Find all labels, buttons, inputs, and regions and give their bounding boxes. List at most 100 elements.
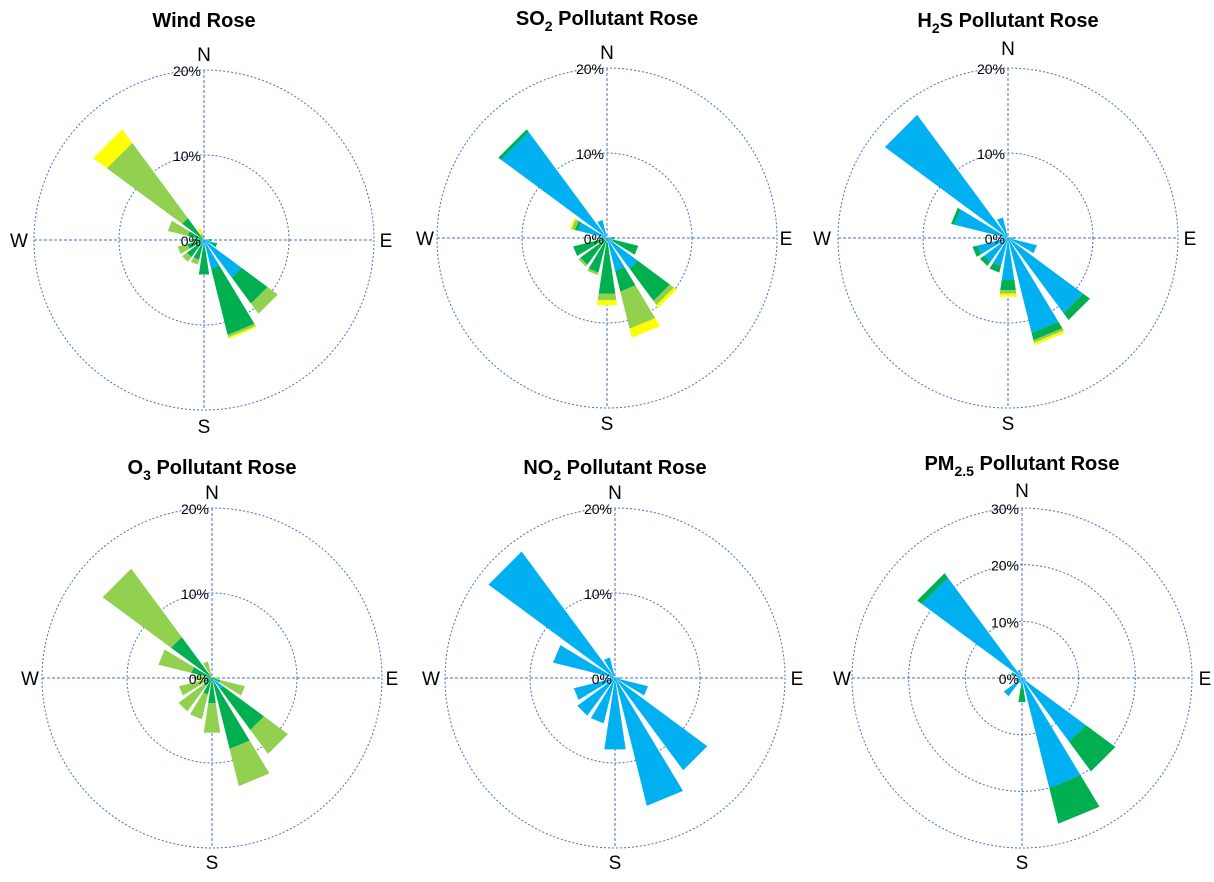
ring-label: 10%: [576, 146, 604, 162]
petal-se-light-green: [251, 287, 278, 314]
petal-wsw-dark-green: [573, 238, 605, 256]
petal-wsw-dark-green: [203, 678, 212, 683]
panel-title: PM2.5 Pollutant Rose: [924, 453, 1119, 479]
rose-panel-5: 0% 10% 20%N S W E NO2 Pollutant Rose: [422, 457, 803, 874]
compass-label-west: W: [813, 229, 831, 250]
petal-ssw-blue: [993, 238, 1008, 266]
panel-title: NO2 Pollutant Rose: [523, 457, 706, 483]
petal-ssw-light-green: [190, 257, 200, 265]
ring-label: 20%: [991, 558, 1019, 574]
petal-nw-dark-green: [917, 573, 948, 604]
compass-label-south: S: [601, 414, 614, 435]
petal-wnw-light-green: [158, 649, 194, 673]
petal-sse-blue: [1022, 678, 1081, 788]
petal-sw-blue: [984, 238, 1008, 262]
petal-wsw-blue: [573, 678, 615, 700]
petal-ese-blue: [1022, 678, 1027, 681]
ring-label: 30%: [991, 501, 1019, 517]
petal-sse-dark-green: [1031, 321, 1063, 341]
panel-title-suffix: Pollutant Rose: [561, 457, 707, 479]
panel-title-subscript: 2.5: [954, 463, 974, 479]
rose-panel-6: 0% 10% 20% 30%N S W E PM2.5 Pollutant Rose: [833, 453, 1211, 874]
petal-e-blue: [615, 677, 620, 679]
petal-nnw-blue: [597, 219, 607, 238]
compass-label-south: S: [1016, 853, 1029, 874]
petal-ese-blue: [615, 678, 648, 696]
compass-label-east: E: [780, 229, 793, 250]
petal-w-dark-green: [203, 676, 212, 680]
petal-nnw-blue: [604, 657, 615, 678]
panel-title-main: SO: [516, 8, 545, 30]
petal-e-blue: [1022, 677, 1025, 679]
petal-wsw-dark-green: [187, 240, 202, 249]
petal-ssw-light-green: [587, 268, 599, 276]
panel-title: Wind Rose: [152, 10, 255, 32]
petal-w-blue: [604, 237, 607, 239]
petal-sse-light-green: [620, 285, 656, 329]
petal-s-yellow: [596, 300, 618, 306]
petal-sse-dark-green: [1049, 775, 1100, 824]
ring-label: 0%: [584, 231, 604, 247]
compass-label-east: E: [386, 669, 399, 690]
petal-s-dark-green: [598, 243, 616, 294]
compass-label-west: W: [422, 669, 440, 690]
petal-s-dark-green: [1018, 688, 1026, 703]
panel-title-main: PM: [924, 453, 954, 475]
ring-label: 10%: [584, 586, 612, 602]
petal-sw-light-green: [178, 684, 206, 712]
ring-label: 10%: [181, 586, 209, 602]
petal-sw-dark-green: [580, 240, 605, 265]
petal-nw-dark-green: [498, 129, 529, 160]
petal-se-light-green: [653, 284, 674, 305]
petal-se-blue: [615, 678, 708, 771]
panel-title-main: Wind Rose: [152, 10, 255, 32]
petal-s-blue: [604, 678, 626, 750]
petal-nw-dark-green: [182, 218, 203, 239]
petal-wnw-dark-green: [951, 207, 961, 225]
petal-sse-blue: [607, 238, 625, 271]
petal-wnw-blue: [1013, 673, 1022, 678]
petal-wsw-light-green: [177, 244, 190, 254]
petal-se-dark-green: [1063, 293, 1090, 320]
petal-wsw-dark-green: [972, 245, 982, 257]
petal-sw-dark-green: [980, 255, 991, 266]
ring-label: 0%: [985, 231, 1005, 247]
petal-wnw-blue: [553, 645, 615, 678]
petal-sse-yellow: [1034, 330, 1065, 346]
petal-sse-blue: [615, 678, 683, 806]
petal-ssw-blue: [605, 238, 607, 242]
petal-e-blue: [204, 239, 209, 241]
petal-wnw-light-green: [167, 220, 190, 236]
petal-wnw-dark-green: [574, 220, 582, 231]
rose-panel-4: 0% 10% 20%N S W E O3 Pollutant Rose: [21, 457, 398, 874]
petal-se-dark-green: [1069, 725, 1116, 772]
petal-se-dark-green: [231, 267, 268, 304]
petal-w-dark-green: [193, 238, 202, 242]
petal-wnw-light-green: [571, 219, 579, 230]
petal-se-light-green: [250, 716, 288, 754]
petal-ssw-blue: [590, 678, 615, 724]
panel-title-subscript: 3: [143, 467, 151, 483]
petal-ese-blue: [204, 240, 214, 246]
petal-wnw-yellow: [569, 218, 576, 230]
petal-nw-light-green: [106, 142, 188, 224]
petal-w-dark-green: [600, 237, 605, 239]
panel-title-main: NO: [523, 457, 553, 479]
petal-wsw-light-green: [179, 680, 205, 696]
petal-ssw-dark-green: [193, 244, 203, 260]
petal-w-blue: [1001, 237, 1008, 239]
panel-title-suffix: Pollutant Rose: [553, 8, 699, 30]
compass-label-east: E: [791, 669, 804, 690]
petal-sse-blue: [212, 678, 215, 683]
petal-sse-blue: [204, 240, 220, 269]
petal-nnw-yellow: [197, 228, 203, 235]
petal-sw-blue: [200, 240, 204, 244]
ring-label: 10%: [977, 146, 1005, 162]
petal-sw-light-green: [182, 252, 192, 262]
petal-se-dark-green: [629, 260, 670, 301]
petal-e-dark-green: [609, 236, 615, 240]
petal-wsw-blue: [604, 238, 607, 240]
petal-w-blue: [201, 239, 204, 241]
